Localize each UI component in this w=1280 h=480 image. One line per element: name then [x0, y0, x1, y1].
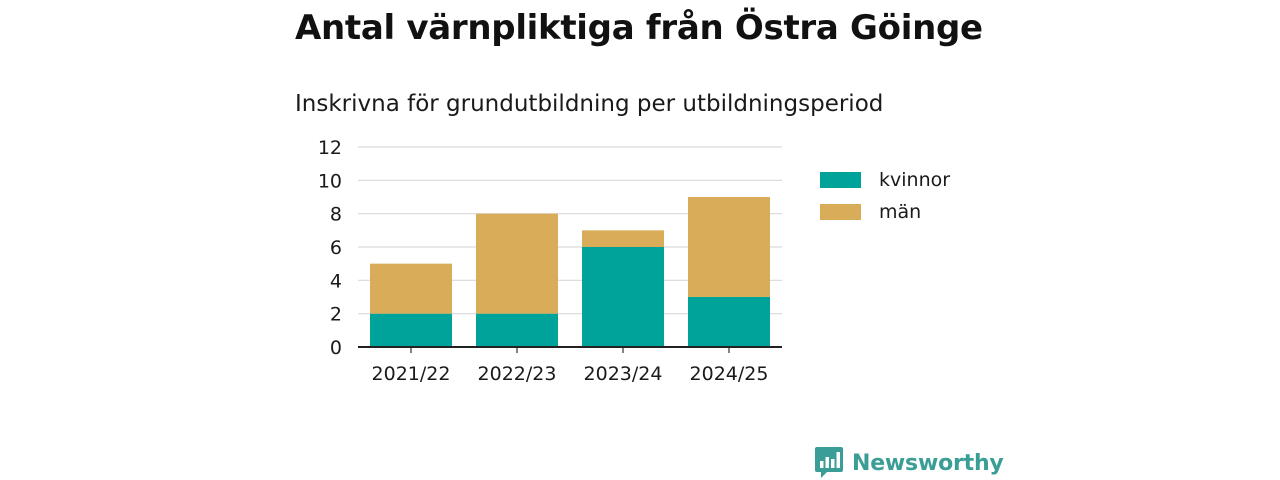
y-tick-label: 2 [330, 304, 342, 326]
bar-segment-kvinnor [582, 247, 664, 347]
legend-label: kvinnor [879, 169, 951, 191]
x-tick-label: 2021/22 [372, 363, 451, 385]
y-axis-ticks: 0 2 4 6 8 10 12 [318, 137, 342, 359]
y-tick-label: 6 [330, 237, 342, 259]
brand-footer: Newsworthy [814, 446, 1004, 480]
bar-segment-kvinnor [688, 297, 770, 347]
bar-segment-man [582, 230, 664, 247]
x-tick-label: 2023/24 [584, 363, 663, 385]
legend-item-man: män [820, 196, 950, 228]
y-tick-label: 12 [318, 137, 342, 159]
bars [370, 197, 770, 347]
chart-legend: kvinnor män [820, 164, 950, 228]
x-tick-label: 2022/23 [478, 363, 557, 385]
chart-title: Antal värnpliktiga från Östra Göinge [295, 8, 983, 48]
bar-segment-man [476, 213, 558, 314]
bar-segment-kvinnor [476, 313, 558, 347]
chart-subtitle: Inskrivna för grundutbildning per utbild… [295, 91, 884, 117]
legend-swatch [820, 204, 861, 220]
bar-chart-speech-bubble-icon [815, 447, 843, 478]
legend-item-kvinnor: kvinnor [820, 164, 950, 196]
bar-segment-kvinnor [370, 313, 452, 347]
legend-swatch [820, 172, 861, 188]
legend-label: män [879, 201, 922, 223]
y-tick-label: 4 [330, 270, 342, 292]
x-axis-ticks: 2021/22 2022/23 2023/24 2024/25 [358, 346, 782, 385]
y-tick-label: 8 [330, 204, 342, 226]
brand-name: Newsworthy [852, 450, 1004, 476]
x-tick-label: 2024/25 [690, 363, 769, 385]
y-tick-label: 0 [330, 337, 342, 359]
bar-segment-man [688, 197, 770, 297]
y-tick-label: 10 [318, 170, 342, 192]
bar-segment-man [370, 263, 452, 314]
